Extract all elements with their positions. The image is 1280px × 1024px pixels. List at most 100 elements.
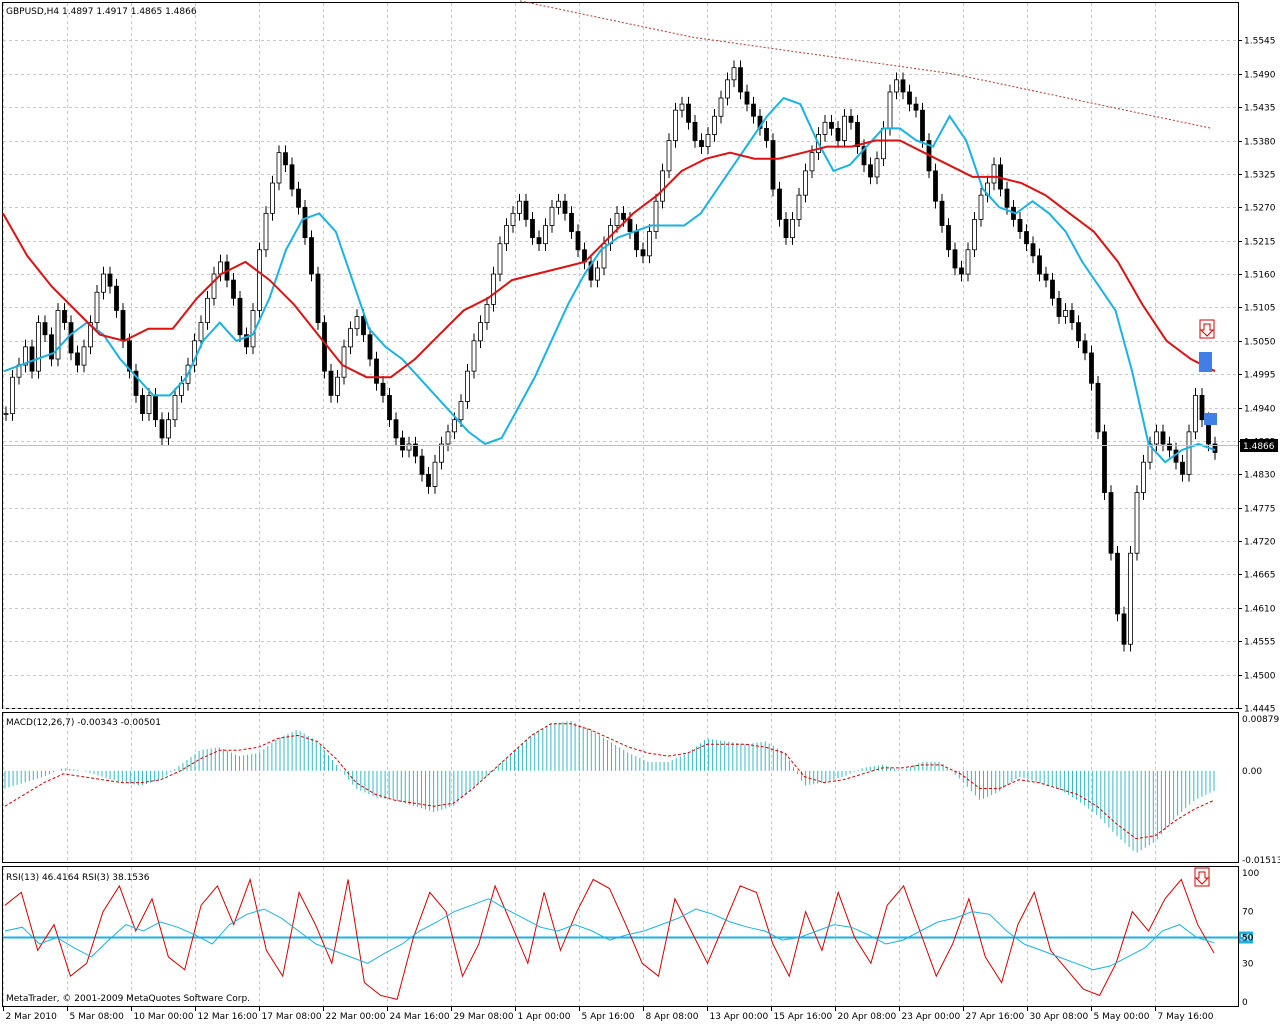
candle-body — [1082, 340, 1088, 354]
macd-tick-label: 0.00 — [1242, 767, 1262, 777]
candle-body — [712, 115, 717, 135]
candle-body — [250, 310, 256, 348]
candle-body — [627, 219, 633, 232]
candle-body — [1186, 431, 1192, 475]
time-tick-label: 7 May 16:00 — [1158, 1012, 1214, 1022]
candle-body — [1193, 395, 1198, 433]
rsi-3-line — [4, 877, 1215, 1001]
macd-signal-line — [4, 723, 1215, 840]
candle-body — [374, 358, 379, 384]
candle-body — [231, 279, 236, 299]
candle-body — [68, 322, 74, 354]
candle-body — [478, 322, 483, 342]
candle-body — [426, 473, 431, 487]
candle-body — [1199, 395, 1205, 421]
candle-body — [595, 267, 600, 281]
price-tick-label: 1.4665 — [1244, 571, 1276, 581]
price-tick-label: 1.4995 — [1244, 371, 1276, 381]
main-lines — [2, 0, 1216, 464]
candle-body — [874, 158, 880, 178]
time-tick-label: 10 Mar 00:00 — [134, 1012, 194, 1022]
price-tick-label: 1.5545 — [1244, 37, 1276, 47]
candle-body — [10, 376, 15, 415]
candle-body — [991, 164, 997, 184]
candle-body — [309, 237, 314, 275]
time-tick-label: 24 Mar 16:00 — [390, 1012, 450, 1022]
candle-body — [133, 370, 139, 396]
candle-body — [796, 194, 802, 220]
rsi-tick-label: 50 — [1242, 934, 1254, 944]
candle-body — [1095, 382, 1101, 433]
rsi-tick-label: 0 — [1242, 998, 1248, 1008]
macd-label: MACD(12,26,7) -0.00343 -0.00501 — [6, 718, 161, 728]
candle-body — [445, 431, 451, 445]
price-tick-label: 1.4555 — [1244, 638, 1276, 648]
candle-body — [829, 121, 834, 129]
ema-slow-line — [2, 139, 1216, 379]
main-panel[interactable] — [2, 2, 1239, 709]
candle-body — [1134, 492, 1140, 554]
candle-body — [822, 121, 828, 135]
price-axis: 1.5545 1.5490 1.5435 1.5380 1.5325 1.5270 1.52… — [1238, 37, 1280, 1008]
candle-body — [140, 395, 145, 415]
candle-body — [1056, 297, 1062, 317]
candle-body — [705, 134, 711, 147]
candle-body — [666, 140, 672, 172]
candle-body — [120, 310, 126, 342]
candle-body — [673, 109, 678, 141]
price-tick-label: 1.4445 — [1244, 705, 1276, 715]
candle-body — [127, 340, 132, 372]
candle-body — [868, 164, 873, 178]
candle-body — [562, 200, 568, 214]
candle-body — [725, 79, 730, 99]
price-tick-label: 1.5050 — [1244, 338, 1276, 348]
price-tick-label: 1.5490 — [1244, 71, 1276, 81]
candle-body — [49, 334, 54, 360]
candle-body — [1108, 492, 1114, 554]
candle-body — [29, 346, 35, 372]
candle-body — [504, 225, 509, 245]
candle-body — [270, 182, 275, 214]
rsi-tick-label: 30 — [1242, 959, 1254, 969]
time-tick-label: 20 Apr 08:00 — [838, 1012, 897, 1022]
candle-body — [146, 395, 152, 415]
candle-body — [842, 115, 847, 141]
candle-body — [621, 212, 626, 220]
price-tick-label: 1.4830 — [1244, 471, 1276, 481]
candle-body — [88, 322, 93, 348]
candle-body — [393, 419, 399, 439]
candle-body — [244, 334, 249, 348]
time-tick-label: 5 Apr 16:00 — [582, 1012, 635, 1022]
candle-body — [289, 164, 295, 190]
candle-body — [400, 437, 405, 451]
candle-body — [894, 79, 899, 93]
candle-body — [978, 194, 984, 220]
candle-body — [887, 91, 893, 129]
chart-header: GBPUSD,H4 1.4897 1.4917 1.4865 1.4866 — [6, 7, 197, 17]
candle-body — [1167, 443, 1172, 451]
candle-body — [946, 225, 951, 251]
rsi-tick-label: 70 — [1242, 908, 1254, 918]
candle-body — [55, 310, 61, 360]
candle-body — [439, 443, 444, 463]
candle-body — [1037, 255, 1042, 275]
candle-body — [588, 261, 594, 281]
price-tick-label: 1.4775 — [1244, 505, 1276, 515]
candle-body — [101, 273, 106, 293]
candle-body — [972, 219, 977, 251]
candle-body — [1154, 431, 1159, 445]
price-tick-label: 1.5270 — [1244, 204, 1276, 214]
price-tick-label: 1.5160 — [1244, 271, 1276, 281]
candle-body — [36, 322, 41, 372]
macd-tick-label: -0.01513 — [1242, 856, 1280, 866]
candle-body — [959, 267, 964, 275]
price-tick-label: 1.5215 — [1244, 238, 1276, 248]
macd-panel[interactable] — [2, 712, 1239, 863]
rsi-level-text: 50 — [1240, 934, 1252, 944]
candle-body — [1004, 188, 1010, 208]
price-tick-label: 1.4940 — [1244, 405, 1276, 415]
candle-body — [81, 346, 87, 366]
candle-body — [354, 316, 360, 330]
candle-body — [783, 219, 789, 239]
